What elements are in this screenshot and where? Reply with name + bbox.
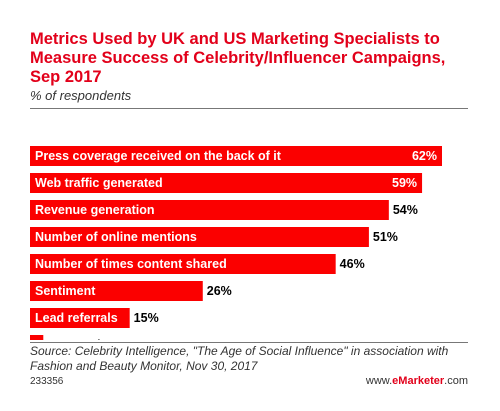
- value-label-5: 26%: [207, 284, 232, 298]
- category-label-4: Number of times content shared: [35, 257, 227, 271]
- value-label-2: 54%: [393, 203, 418, 217]
- bar-0: [30, 146, 442, 166]
- bar-3: [30, 227, 369, 247]
- value-label-7: 2%: [47, 338, 65, 340]
- category-label-3: Number of online mentions: [35, 230, 197, 244]
- category-label-6: Lead referrals: [35, 311, 118, 325]
- bar-6: [30, 308, 130, 328]
- value-label-3: 51%: [373, 230, 398, 244]
- bar-chart: Press coverage received on the back of i…: [30, 146, 442, 340]
- brand-prefix: www.: [365, 375, 393, 387]
- chart-title: Metrics Used by UK and US Marketing Spec…: [30, 30, 446, 86]
- value-label-0: 62%: [412, 149, 437, 163]
- bottom-divider: [30, 342, 468, 343]
- brand-footer: www.eMarketer.com: [366, 375, 468, 387]
- chart-id: 233356: [30, 376, 64, 387]
- bar-5: [30, 281, 203, 301]
- chart-frame: Metrics Used by UK and US Marketing Spec…: [30, 30, 468, 387]
- category-label-0: Press coverage received on the back of i…: [35, 149, 282, 163]
- source-note: Source: Celebrity Intelligence, "The Age…: [30, 344, 449, 373]
- value-label-4: 46%: [340, 257, 365, 271]
- bar-7: [30, 335, 44, 340]
- bar-4: [30, 254, 336, 274]
- value-label-6: 15%: [134, 311, 159, 325]
- brand-suffix: .com: [444, 375, 468, 387]
- chart-subtitle: % of respondents: [30, 88, 132, 103]
- bar-2: [30, 200, 389, 220]
- value-label-1: 59%: [392, 176, 417, 190]
- category-label-5: Sentiment: [35, 284, 96, 298]
- brand-logo: eMarketer: [392, 375, 445, 387]
- bar-1: [30, 173, 423, 193]
- category-label-7: Other: [83, 338, 116, 340]
- top-divider: [30, 108, 468, 109]
- category-label-2: Revenue generation: [35, 203, 154, 217]
- category-label-1: Web traffic generated: [35, 176, 163, 190]
